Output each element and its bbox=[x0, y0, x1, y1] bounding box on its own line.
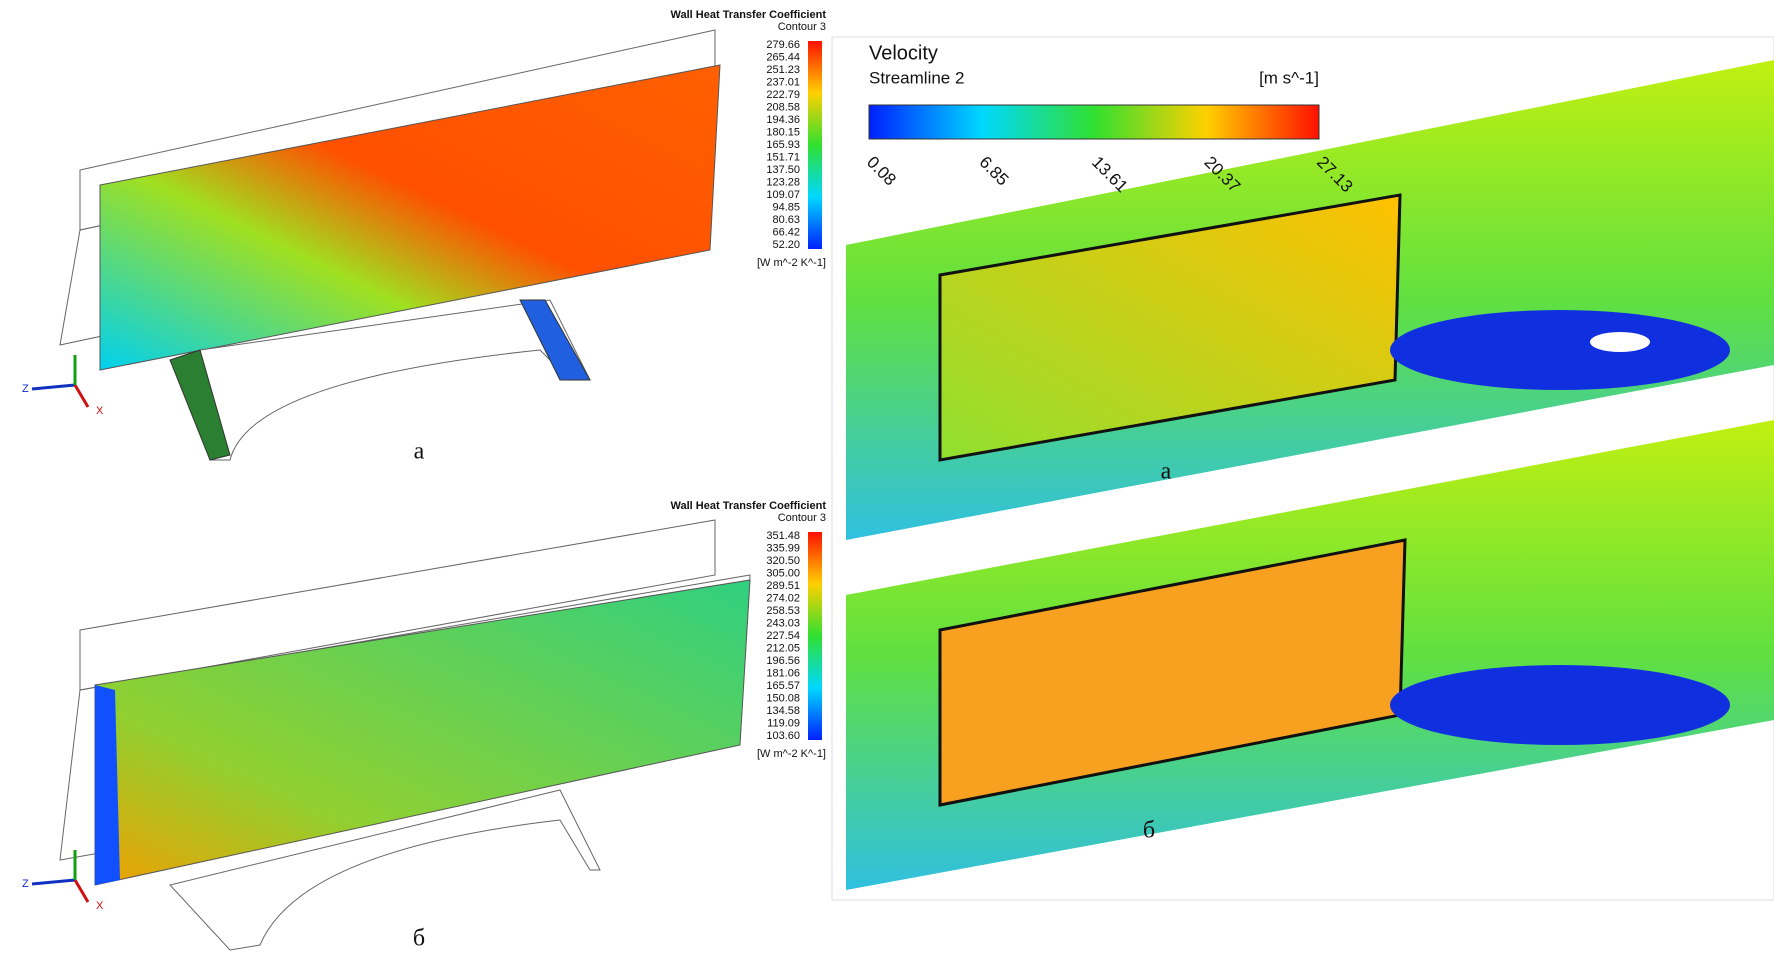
legend-tick: 289.51 bbox=[766, 580, 800, 592]
legend-tick: 251.23 bbox=[766, 64, 800, 76]
axis-z-label: Z bbox=[22, 383, 29, 395]
panel-label: б bbox=[413, 926, 425, 952]
legend-title: Wall Heat Transfer Coefficient bbox=[671, 9, 827, 21]
axis-x-label: X bbox=[96, 405, 104, 417]
velocity-color-bar bbox=[869, 105, 1319, 139]
panel-label: a bbox=[414, 439, 425, 465]
legend-tick: 180.15 bbox=[766, 126, 800, 138]
velocity-unit: [m s^-1] bbox=[1259, 68, 1319, 87]
legend-tick: 243.03 bbox=[766, 617, 800, 629]
legend-tick: 194.36 bbox=[766, 114, 800, 126]
right-panel bbox=[832, 37, 1774, 900]
legend-tick: 165.57 bbox=[766, 680, 800, 692]
velocity-subtitle: Streamline 2 bbox=[869, 68, 964, 87]
legend-tick: 150.08 bbox=[766, 692, 800, 704]
legend-tick: 212.05 bbox=[766, 642, 800, 654]
legend-tick: 320.50 bbox=[766, 555, 800, 567]
color-bar bbox=[808, 532, 822, 740]
legend-tick: 119.09 bbox=[767, 717, 800, 729]
legend-tick: 151.71 bbox=[766, 151, 800, 163]
legend-tick: 103.60 bbox=[766, 730, 800, 742]
axis-z-label: Z bbox=[22, 878, 29, 890]
axis-x-label: X bbox=[96, 900, 104, 912]
legend-unit: [W m^-2 K^-1] bbox=[757, 257, 826, 269]
legend-tick: 109.07 bbox=[766, 189, 800, 201]
legend-tick: 305.00 bbox=[766, 567, 800, 579]
legend-tick: 137.50 bbox=[766, 164, 800, 176]
legend-tick: 274.02 bbox=[766, 592, 800, 604]
axis-z bbox=[32, 385, 75, 389]
legend-tick: 351.48 bbox=[766, 530, 800, 542]
legend-tick: 208.58 bbox=[766, 101, 800, 113]
velocity-title: Velocity bbox=[869, 42, 938, 64]
legend-tick: 80.63 bbox=[772, 214, 800, 226]
legend-tick: 227.54 bbox=[766, 630, 800, 642]
legend-tick: 222.79 bbox=[766, 89, 800, 101]
model-a bbox=[60, 30, 720, 460]
legend-tick: 52.20 bbox=[772, 239, 800, 251]
legend-tick: 279.66 bbox=[766, 39, 800, 51]
legend-tick: 196.56 bbox=[766, 655, 800, 667]
legend-title: Wall Heat Transfer Coefficient bbox=[671, 500, 827, 512]
legend-tick: 94.85 bbox=[772, 201, 800, 213]
left-panels bbox=[60, 30, 750, 950]
color-bar bbox=[808, 41, 822, 249]
legend-tick: 66.42 bbox=[772, 226, 800, 238]
legend-tick: 134.58 bbox=[766, 705, 800, 717]
legend-tick: 123.28 bbox=[766, 176, 800, 188]
legend-tick: 258.53 bbox=[766, 605, 800, 617]
figure: Wall Heat Transfer CoefficientContour 32… bbox=[0, 0, 1774, 954]
axis-z bbox=[32, 880, 75, 884]
panel-label: б bbox=[1143, 818, 1155, 844]
legend-tick: 181.06 bbox=[766, 667, 800, 679]
legend-tick: 165.93 bbox=[766, 139, 800, 151]
legend-subtitle: Contour 3 bbox=[778, 512, 826, 524]
legend-tick: 265.44 bbox=[766, 51, 800, 63]
axis-x bbox=[75, 880, 88, 902]
legend-unit: [W m^-2 K^-1] bbox=[757, 748, 826, 760]
legend-tick: 237.01 bbox=[766, 76, 800, 88]
model-b bbox=[60, 520, 750, 950]
axis-x bbox=[75, 385, 88, 407]
legend-subtitle: Contour 3 bbox=[778, 21, 826, 33]
panel-label: a bbox=[1161, 459, 1172, 485]
legend-tick: 335.99 bbox=[766, 542, 800, 554]
